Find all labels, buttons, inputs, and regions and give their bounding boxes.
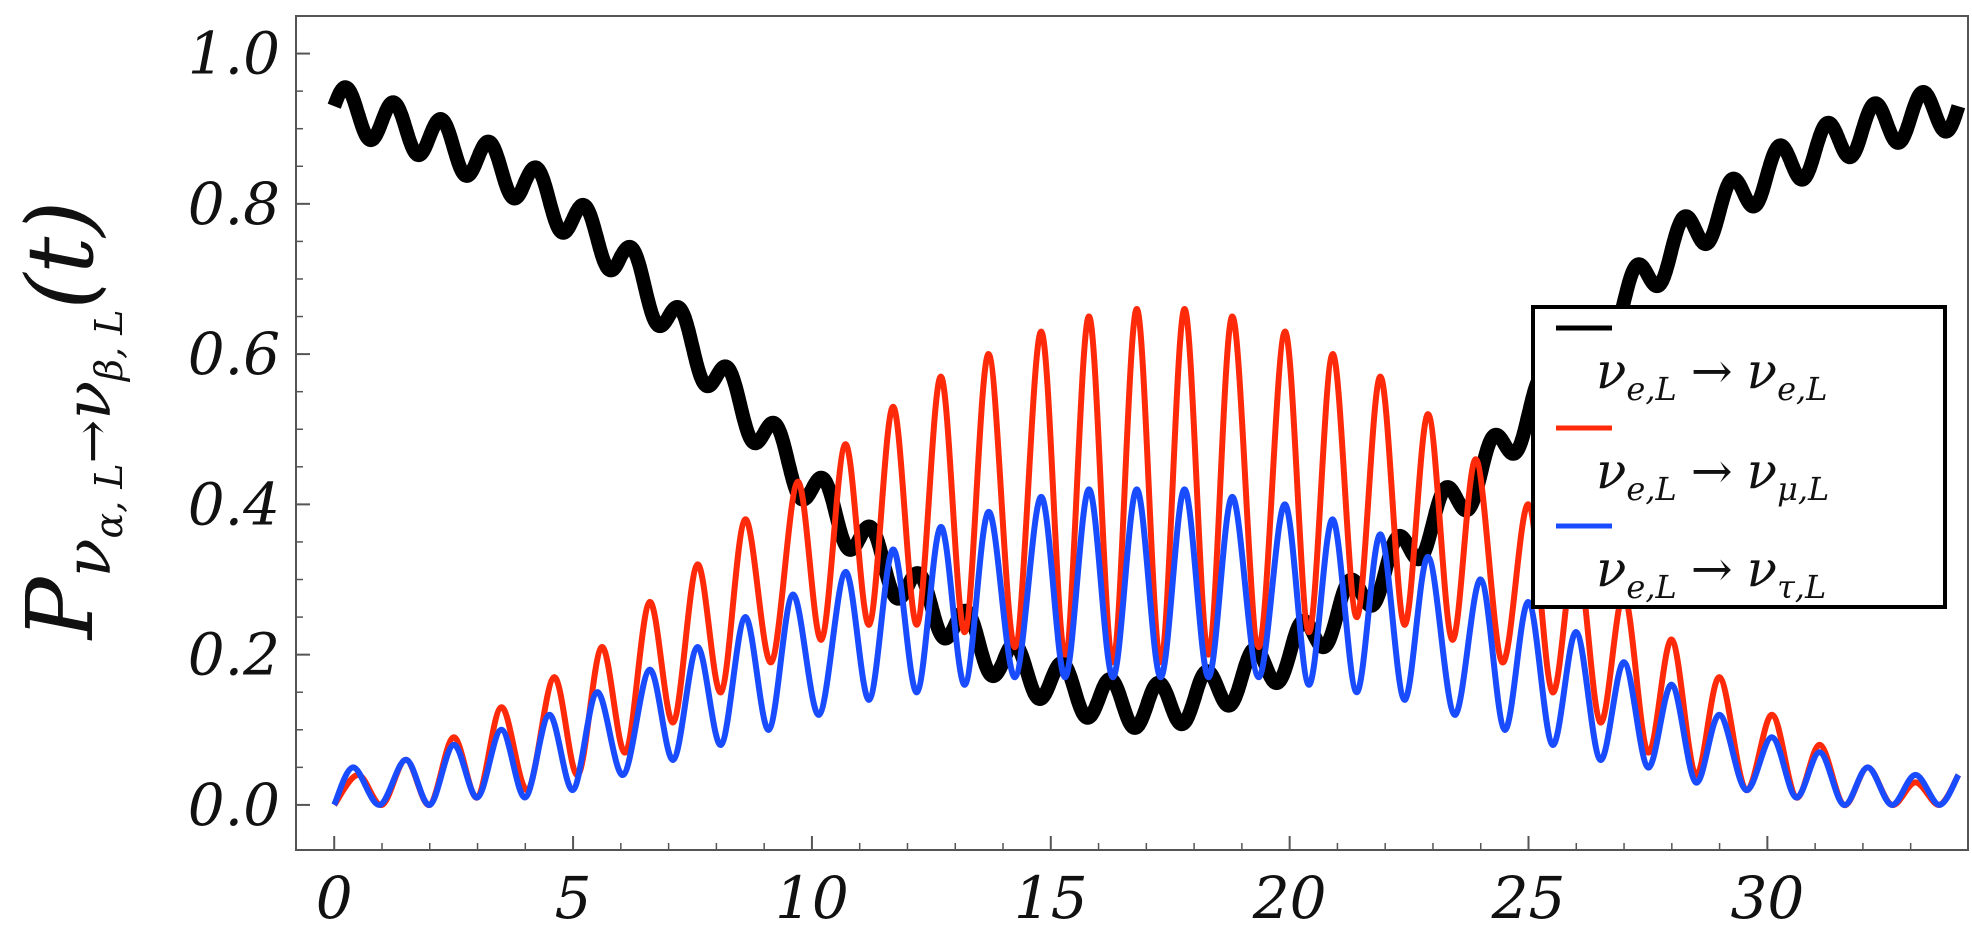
legend-ee-b: ν xyxy=(1747,342,1777,400)
y-tick-label: 0.4 xyxy=(188,470,280,538)
y-axis-ticks: 0.0 0.2 0.4 0.6 0.8 1.0 xyxy=(188,20,310,839)
x-axis-ticks: 0 5 10 15 20 25 30 xyxy=(316,836,1912,932)
series-layer xyxy=(327,80,1966,808)
legend-emu-bs: μ,L xyxy=(1777,470,1829,508)
legend-ee-a: ν xyxy=(1596,342,1626,400)
x-tick-label: 25 xyxy=(1491,864,1566,932)
ylabel-sub2: ν xyxy=(52,381,126,420)
series-line-emu xyxy=(331,305,1962,808)
svg-text:νe,L→ντ,L: νe,L → ντ,L xyxy=(1596,540,1826,606)
legend-emu-as: e,L xyxy=(1626,470,1676,508)
y-tick-label: 0.2 xyxy=(188,621,280,689)
legend-emu-a: ν xyxy=(1596,442,1626,500)
legend-etau-arrow: → xyxy=(1691,540,1733,598)
ylabel-sub: ν xyxy=(52,538,126,577)
legend: νe,L → νe,L νe,L → νμ,L νe,L → ντ,L xyxy=(1531,305,1947,609)
svg-text:νe,L→νe,L: νe,L → νe,L xyxy=(1596,342,1827,408)
legend-emu-b: ν xyxy=(1747,442,1777,500)
x-tick-label: 15 xyxy=(1014,864,1088,932)
legend-box xyxy=(1531,305,1947,609)
legend-etau-b: ν xyxy=(1747,540,1777,598)
ylabel-arrow: → xyxy=(63,420,123,464)
ylabel-subsub2: β, L xyxy=(87,310,131,383)
y-axis-label: Pνα, L→νβ, L(t) xyxy=(7,201,131,642)
legend-ee-bs: e,L xyxy=(1777,370,1827,408)
legend-entry-emu: νe,L → νμ,L xyxy=(1556,425,1829,508)
y-tick-label: 0.6 xyxy=(188,320,280,388)
legend-emu-arrow: → xyxy=(1691,442,1733,500)
x-tick-label: 5 xyxy=(555,864,592,932)
svg-text:Pνα, L→νβ, L(t): Pνα, L→νβ, L(t) xyxy=(7,201,131,642)
x-tick-label: 10 xyxy=(775,864,849,932)
y-tick-label: 0.0 xyxy=(188,771,280,839)
x-tick-label: 20 xyxy=(1252,864,1327,932)
y-tick-label: 0.8 xyxy=(188,170,280,238)
ylabel-subsub1: α, L xyxy=(87,463,131,538)
series-line-etau xyxy=(331,486,1962,808)
x-tick-label: 0 xyxy=(316,864,353,932)
legend-etau-a: ν xyxy=(1596,540,1626,598)
y-tick-label: 1.0 xyxy=(188,20,280,88)
ylabel-arg: (t) xyxy=(7,201,114,310)
legend-etau-bs: τ,L xyxy=(1777,568,1826,606)
x-tick-label: 30 xyxy=(1730,864,1804,932)
svg-text:νe,L→νμ,L: νe,L → νμ,L xyxy=(1596,442,1829,508)
legend-ee-as: e,L xyxy=(1626,370,1676,408)
series-line-ee xyxy=(327,80,1966,735)
legend-etau-as: e,L xyxy=(1626,568,1676,606)
legend-entry-ee: νe,L → νe,L xyxy=(1556,325,1827,408)
ylabel-main: P xyxy=(7,575,114,641)
legend-ee-arrow: → xyxy=(1691,342,1733,400)
legend-entry-etau: νe,L → ντ,L xyxy=(1556,523,1826,606)
